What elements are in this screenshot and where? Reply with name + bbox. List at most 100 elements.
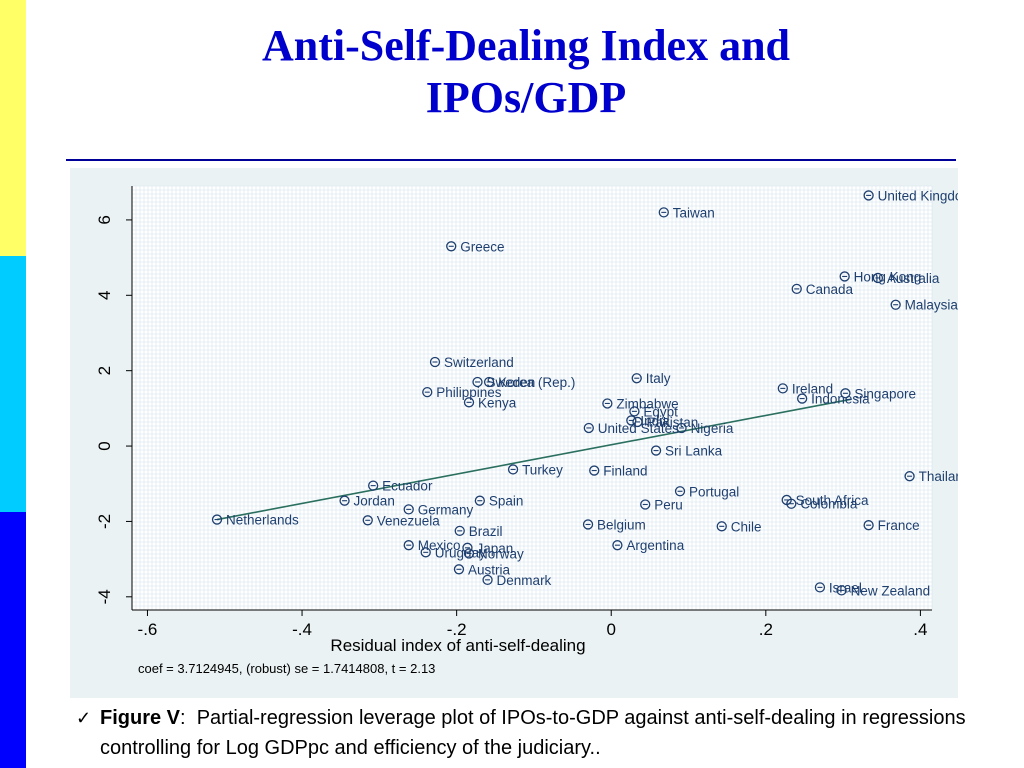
- figure-label-separator: :: [180, 707, 186, 729]
- figure-caption: ✓ Figure V: Partial-regression leverage …: [76, 703, 1006, 763]
- point-label: Japan: [476, 541, 513, 556]
- data-point: France: [863, 518, 920, 533]
- point-marker: [676, 422, 687, 434]
- figure-label: Figure V: [100, 707, 181, 729]
- point-marker: [640, 499, 651, 510]
- point-marker: [814, 582, 826, 593]
- plot-panel: United KingdomTaiwanGreeceHong KongAustr…: [70, 168, 958, 698]
- point-label: Kenya: [478, 395, 517, 410]
- point-marker: [872, 272, 884, 284]
- data-point: Finland: [589, 464, 648, 479]
- data-point: United States: [583, 421, 679, 436]
- data-point: Brazil: [454, 524, 502, 539]
- point-label: Malaysia: [905, 298, 958, 313]
- point-label: Hong Kong: [854, 269, 922, 284]
- point-marker: [786, 498, 797, 509]
- point-label: Philippines: [436, 385, 502, 400]
- point-marker: [650, 445, 662, 456]
- point-label: Thailand: [919, 469, 958, 484]
- point-label: Italy: [646, 371, 671, 386]
- point-marker: [462, 542, 473, 553]
- point-label: India: [640, 413, 670, 428]
- title-divider: [66, 159, 956, 161]
- point-label: Mexico: [418, 538, 461, 553]
- data-point: Ireland: [777, 381, 833, 396]
- point-label: Argentina: [626, 538, 684, 553]
- point-label: Portugal: [689, 484, 739, 499]
- point-label: Korea (Rep.): [498, 375, 575, 390]
- point-marker: [632, 416, 643, 428]
- x-axis-label: Residual index of anti-self-dealing: [330, 636, 585, 655]
- point-label: Singapore: [854, 386, 916, 401]
- data-point: Uruguay: [420, 545, 486, 560]
- data-point: Italy: [631, 371, 671, 386]
- caption-text: Partial-regression leverage plot of IPOs…: [100, 707, 966, 759]
- data-point: Australia: [872, 271, 940, 286]
- point-label: Ecuador: [382, 479, 433, 494]
- data-point: Austria: [453, 562, 510, 577]
- point-marker: [422, 387, 433, 398]
- fitted-line: [216, 398, 851, 521]
- data-point: Jordan: [339, 494, 395, 509]
- y-tick-label: 0: [95, 441, 114, 450]
- sidebar-band-cyan: [0, 256, 26, 512]
- scatter-chart: United KingdomTaiwanGreeceHong KongAustr…: [95, 185, 958, 676]
- point-marker: [474, 495, 485, 506]
- data-point: Nigeria: [676, 421, 734, 436]
- point-label: Colombia: [800, 497, 858, 512]
- data-point: Norway: [463, 546, 524, 561]
- data-point: Kenya: [463, 395, 517, 410]
- fit-line-layer: [216, 398, 851, 521]
- point-marker: [429, 356, 441, 368]
- y-tick-label: -4: [95, 589, 114, 604]
- point-label: Finland: [603, 464, 647, 479]
- point-label: Ireland: [792, 381, 833, 396]
- point-marker: [658, 207, 669, 218]
- point-marker: [796, 393, 808, 404]
- point-marker: [453, 564, 465, 575]
- data-point: United Kingdom: [863, 188, 958, 203]
- point-marker: [446, 241, 457, 252]
- point-marker: [583, 422, 594, 434]
- data-point: Canada: [791, 282, 854, 297]
- point-marker: [629, 406, 640, 417]
- point-label: New Zealand: [851, 583, 931, 598]
- point-label: Spain: [489, 494, 524, 509]
- point-marker: [507, 464, 519, 475]
- point-label: Nigeria: [691, 421, 734, 436]
- data-point: Venezuela: [362, 513, 440, 528]
- point-label: Switzerland: [444, 355, 514, 370]
- data-point: Germany: [403, 502, 474, 517]
- point-marker: [472, 376, 483, 388]
- point-label: Australia: [887, 271, 940, 286]
- data-point: Chile: [716, 519, 762, 534]
- point-marker: [454, 525, 465, 537]
- point-marker: [626, 415, 637, 426]
- point-marker: [362, 515, 373, 526]
- y-tick-label: 2: [95, 366, 114, 375]
- grid-lines: [131, 185, 933, 611]
- y-tick-label: -2: [95, 514, 114, 529]
- slide-title-line2: IPOs/GDP: [425, 73, 627, 122]
- x-tick-label: .4: [913, 620, 927, 639]
- point-label: Turkey: [522, 462, 563, 477]
- point-label: Norway: [478, 546, 524, 561]
- point-marker: [482, 574, 493, 585]
- x-tick-label: 0: [606, 620, 615, 639]
- point-label: United States: [598, 421, 679, 436]
- data-point: Hong Kong: [839, 269, 922, 284]
- point-marker: [339, 495, 350, 506]
- data-point: Egypt: [629, 404, 678, 419]
- point-marker: [840, 388, 851, 399]
- point-marker: [863, 520, 874, 531]
- point-label: Egypt: [643, 404, 678, 419]
- point-label: Germany: [418, 502, 474, 517]
- point-label: Taiwan: [673, 205, 715, 220]
- point-marker: [483, 376, 495, 388]
- point-label: Netherlands: [226, 513, 299, 528]
- data-point: Indonesia: [796, 392, 870, 407]
- point-label: Uruguay: [435, 545, 486, 560]
- data-point: Sri Lanka: [650, 444, 723, 459]
- point-marker: [420, 547, 431, 558]
- x-tick-label: .2: [759, 620, 773, 639]
